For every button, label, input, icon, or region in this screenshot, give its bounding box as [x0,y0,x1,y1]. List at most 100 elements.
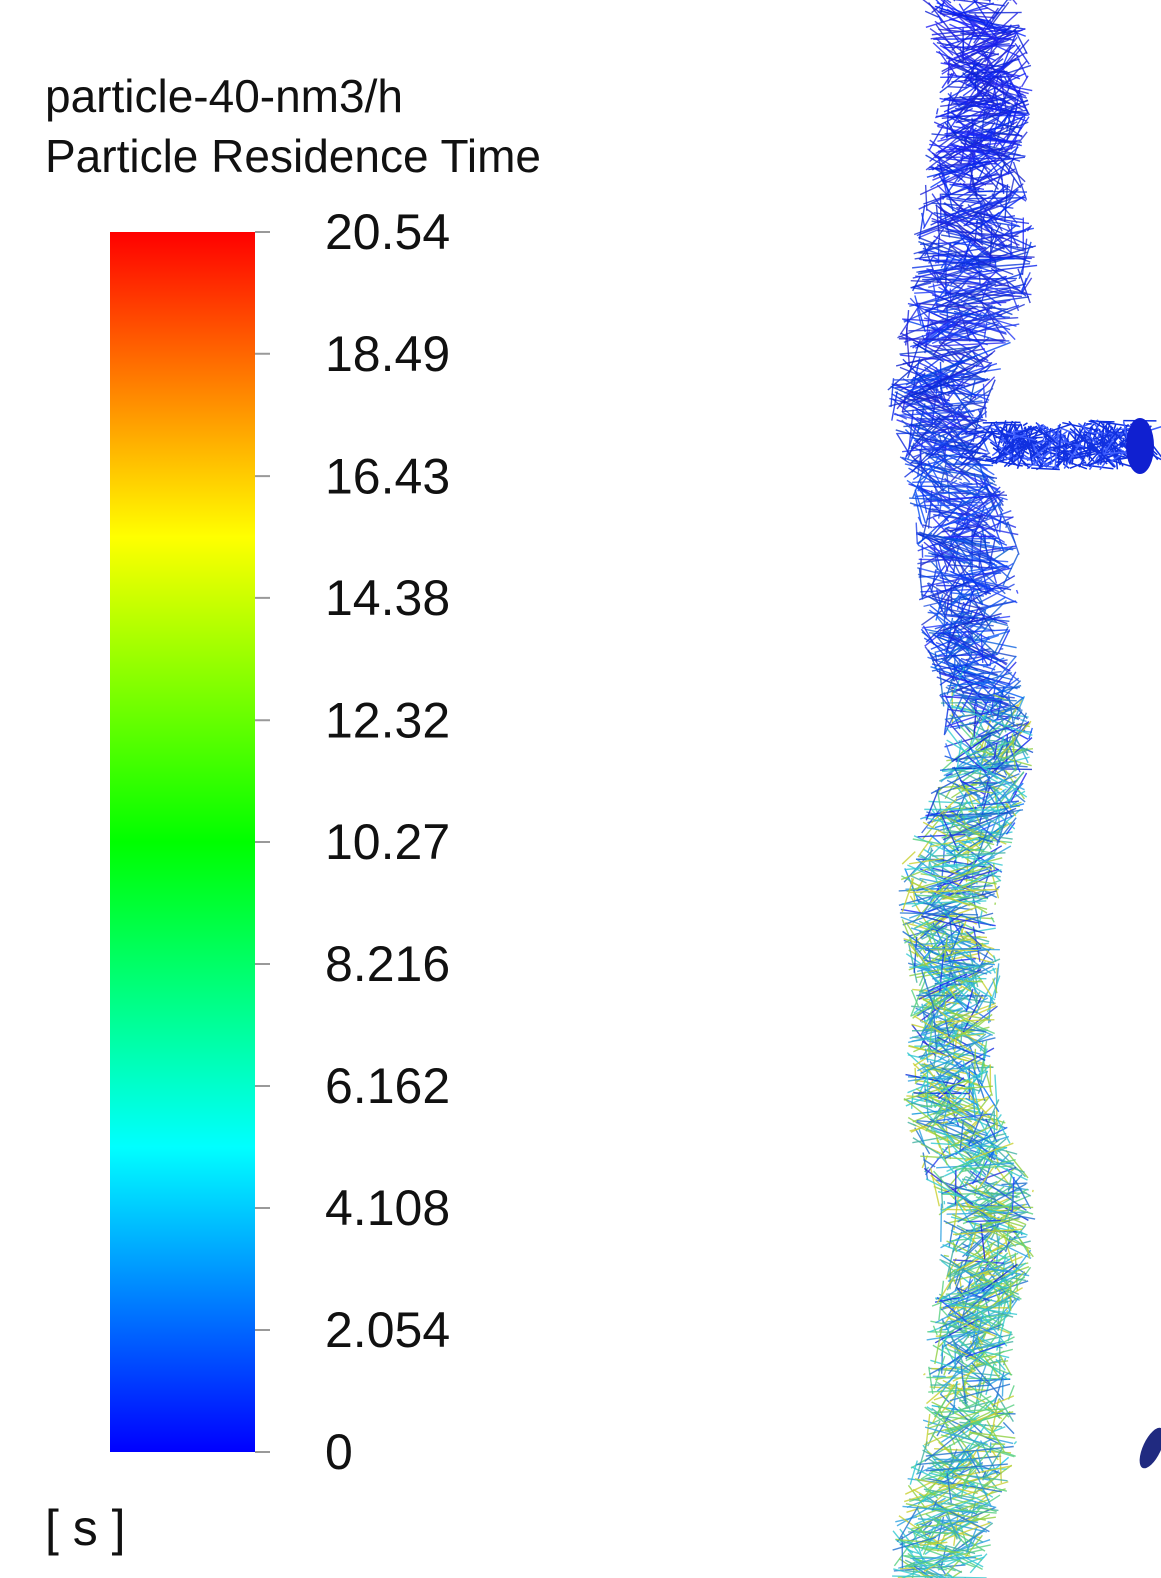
track [945,624,958,652]
track [979,379,996,416]
track [908,942,984,971]
track [928,1459,976,1465]
track [960,1365,967,1405]
track [960,625,973,635]
track [904,438,953,478]
track [945,465,999,491]
track [965,424,971,431]
track [973,409,982,437]
track [1015,739,1029,756]
track [901,1551,964,1578]
track [913,986,948,1014]
track [984,891,998,899]
track [943,1001,947,1012]
track [929,1346,980,1375]
track [970,675,986,684]
track [912,480,948,483]
track [892,1530,923,1568]
track [897,410,975,416]
track [998,103,1030,116]
track [979,46,998,67]
track [1017,443,1022,458]
track [931,310,1003,345]
track [951,1064,991,1105]
track [913,504,979,507]
track [963,761,1025,791]
track [904,367,958,394]
track [898,1505,919,1540]
track [933,1519,988,1533]
track [952,10,986,23]
track [962,1019,995,1035]
track [902,930,934,954]
track [928,1388,973,1393]
track [969,1431,1016,1439]
track [926,160,989,178]
track [929,1118,983,1144]
track [944,477,967,499]
track [926,1092,980,1111]
track [959,105,966,109]
track [968,1110,984,1146]
track [925,14,965,28]
branch-outlet [1126,418,1154,474]
track [930,1174,968,1212]
track [986,706,994,719]
track [1008,437,1038,461]
track [969,59,976,83]
track [935,37,954,56]
track [978,421,1009,429]
track [944,490,1005,526]
track [964,1150,1025,1173]
track [936,1179,997,1201]
track [922,805,952,840]
track [935,93,1003,119]
track [912,1137,939,1154]
track [964,1142,1014,1162]
track [946,1472,952,1503]
track [930,310,1011,319]
track [925,1445,1014,1457]
track [986,678,1028,720]
track [930,1109,943,1130]
track [893,413,979,435]
track [978,600,1017,609]
track [948,924,963,960]
track [1015,589,1019,594]
track [956,787,994,794]
track [917,1034,992,1072]
track [904,1559,944,1578]
track [988,997,992,1024]
track [961,1556,985,1566]
track [981,1348,1013,1359]
track [938,341,969,373]
track [950,1570,963,1578]
track [983,226,1013,255]
track [895,1516,918,1523]
track [957,1436,982,1468]
track [916,960,958,973]
track [948,409,973,425]
track [918,236,1014,276]
track [934,1380,959,1418]
track [935,5,1007,33]
track [953,1465,1012,1479]
track [912,454,950,481]
track [959,1121,964,1153]
track [908,467,940,486]
track [992,655,1017,685]
track [907,1075,945,1082]
track [993,742,998,761]
track [1069,427,1088,444]
track [968,1043,981,1073]
track [964,1358,1003,1372]
track [923,258,1001,283]
track [1029,430,1068,461]
track [942,1092,951,1128]
track [972,926,981,962]
track [892,1536,936,1551]
track [939,612,1002,632]
track [1007,671,1017,686]
track [963,0,979,12]
